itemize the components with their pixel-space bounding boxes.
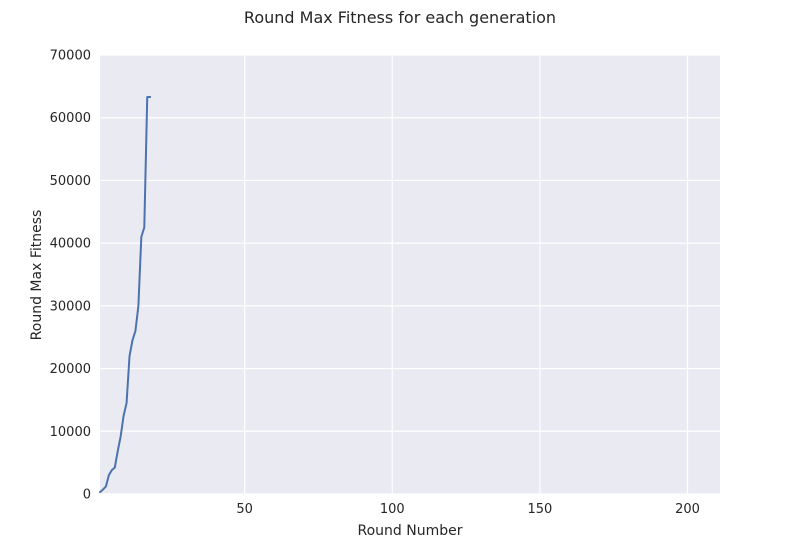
series-line — [99, 96, 152, 494]
y-axis-label: Round Max Fitness — [29, 210, 45, 341]
x-axis-label: Round Number — [358, 523, 463, 539]
y-tick-label: 20000 — [50, 362, 91, 377]
y-tick-label: 30000 — [50, 299, 91, 314]
y-tick-label: 50000 — [50, 174, 91, 189]
y-tick-label: 70000 — [50, 49, 91, 64]
y-tick-label: 0 — [83, 488, 91, 503]
x-tick-label: 200 — [675, 502, 700, 517]
x-tick-label: 100 — [380, 502, 405, 517]
x-tick-label: 150 — [527, 502, 552, 517]
plot-area — [100, 55, 720, 494]
chart-title: Round Max Fitness for each generation — [244, 8, 556, 27]
y-tick-label: 60000 — [50, 111, 91, 126]
y-tick-label: 10000 — [50, 425, 91, 440]
tick-labels: 0 10000 20000 30000 40000 50000 60000 70000 50 10… — [50, 49, 700, 518]
grid — [100, 54, 720, 495]
x-tick-label: 50 — [236, 502, 253, 517]
y-tick-label: 40000 — [50, 237, 91, 252]
series-layer — [99, 96, 152, 494]
